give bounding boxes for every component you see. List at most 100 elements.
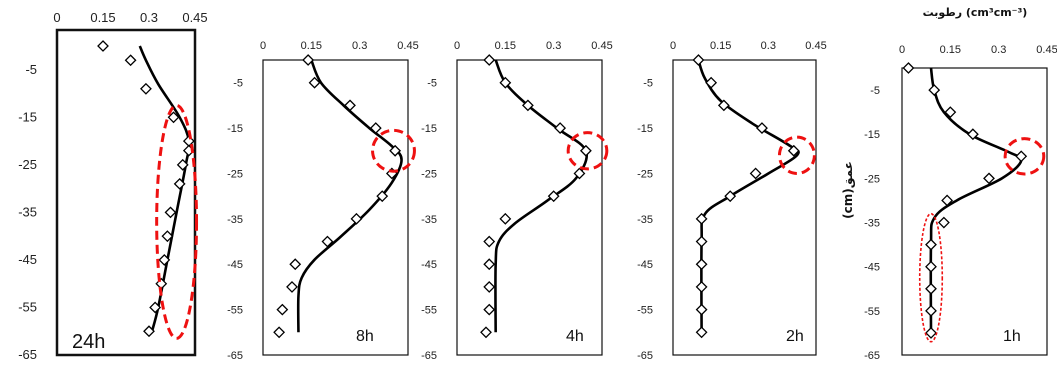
x-tick-label: 0.3 [991, 44, 1006, 56]
observed-point [483, 235, 496, 248]
panel-1h: 0 0.15 0.3 0.45 -5 -15 -25 -35 -45 -55 -65 1h رطوبت … [841, 6, 1057, 362]
observed-point [695, 235, 708, 248]
observed-point [579, 144, 592, 157]
observed-point [925, 327, 937, 339]
observed-point [928, 84, 941, 96]
observed-point [289, 258, 302, 271]
simulated-curve [697, 59, 800, 333]
observed-point [937, 216, 950, 229]
observed-point [749, 167, 762, 180]
observed-point [389, 144, 402, 157]
observed-point [787, 144, 800, 157]
y-tick-label: -15 [637, 123, 653, 135]
x-tick-label: 0.15 [495, 40, 516, 52]
y-tick-label: -35 [18, 204, 37, 219]
observed-point [695, 303, 708, 316]
plot-frame [262, 59, 409, 356]
axis-title: رطوبت (cm³cm⁻³) [923, 6, 1028, 19]
panel-label: 2h [786, 328, 804, 345]
x-tick-label: 0.3 [546, 40, 561, 52]
y-tick-label: -55 [18, 299, 37, 314]
y-tick-label: -5 [233, 78, 243, 90]
highlight-ellipse [918, 212, 944, 343]
y-tick-label: -65 [421, 350, 437, 362]
plot-frame [456, 59, 603, 356]
x-tick-label: 0.15 [940, 44, 961, 56]
y-tick-label: -55 [227, 305, 243, 317]
observed-point [902, 62, 915, 74]
y-tick-label: -25 [227, 168, 243, 180]
observed-point [925, 282, 937, 295]
observed-point [321, 235, 334, 248]
observed-point [173, 177, 186, 190]
x-tick-label: 0.45 [1036, 44, 1057, 56]
observed-point [167, 111, 180, 124]
observed-point [480, 326, 492, 339]
x-tick-label: 0.3 [761, 40, 776, 52]
observed-point [717, 99, 730, 112]
x-tick-label: 0 [454, 40, 460, 52]
observed-point [350, 212, 363, 225]
y-tick-label: -45 [227, 259, 243, 271]
observed-point [308, 76, 321, 89]
x-tick-label: 0.3 [140, 10, 158, 25]
y-tick-label: -65 [864, 350, 880, 362]
highlight-ellipse [155, 103, 199, 340]
panel-2h: 0 0.15 0.3 0.45 -5 -15 -25 -35 -45 -55 -65 2h [637, 40, 827, 362]
observed-point [1015, 150, 1028, 163]
panel-label: 1h [1003, 328, 1021, 345]
x-tick-label: 0.15 [90, 10, 115, 25]
observed-point [164, 206, 177, 219]
observed-point [966, 128, 979, 141]
x-tick-label: 0.45 [182, 10, 207, 25]
observed-point [705, 76, 718, 89]
simulated-curve [296, 59, 403, 333]
observed-point [499, 76, 512, 89]
panel-label: 8h [356, 328, 374, 345]
panel-4h: 0 0.15 0.3 0.45 -5 -15 -25 -35 -45 -55 -65 4h [421, 40, 613, 362]
x-tick-label: 0.45 [805, 40, 826, 52]
observed-point [521, 99, 534, 112]
y-tick-label: -65 [637, 350, 653, 362]
x-tick-label: 0 [670, 40, 676, 52]
panel-8h: 0 0.15 0.3 0.45 -5 -15 -25 -35 -45 -55 -65 8h [227, 40, 419, 362]
y-tick-label: -35 [864, 218, 880, 230]
observed-point [176, 158, 189, 171]
y-tick-label: -25 [637, 168, 653, 180]
y-tick-label: -5 [25, 62, 37, 77]
observed-point [692, 54, 705, 66]
highlight-ellipse [371, 128, 416, 173]
observed-point [286, 281, 298, 293]
observed-point [941, 194, 954, 207]
observed-point [161, 230, 174, 243]
observed-point [143, 325, 155, 338]
observed-point [695, 258, 708, 271]
y-tick-label: -5 [870, 85, 880, 97]
y-tick-label: -25 [18, 157, 37, 172]
plot-frame [672, 59, 817, 356]
observed-point [276, 303, 289, 316]
simulated-curve [494, 59, 588, 333]
y-tick-label: -25 [421, 168, 437, 180]
y-tick-label: -45 [18, 252, 37, 267]
panel-label: 24h [72, 331, 105, 353]
y-tick-label: -35 [421, 214, 437, 226]
observed-point [925, 260, 937, 273]
highlight-ellipse [566, 131, 609, 171]
y-tick-label: -5 [427, 78, 437, 90]
plot-frame [55, 28, 197, 357]
observed-point [140, 82, 152, 95]
panel-label: 4h [566, 328, 584, 345]
x-tick-label: 0 [899, 44, 905, 56]
y-tick-label: -45 [421, 259, 437, 271]
observed-point [499, 212, 512, 225]
observed-point [925, 304, 937, 317]
observed-point [124, 54, 137, 67]
observed-point [695, 326, 708, 339]
observed-point [695, 281, 708, 293]
observed-point [149, 301, 162, 314]
panel-24h: 0 0.15 0.3 0.45 -5 -15 -25 -35 -45 -55 -65 24h [18, 10, 207, 362]
observed-point [483, 303, 496, 316]
x-tick-label: 0.15 [301, 40, 322, 52]
y-tick-label: -55 [637, 305, 653, 317]
